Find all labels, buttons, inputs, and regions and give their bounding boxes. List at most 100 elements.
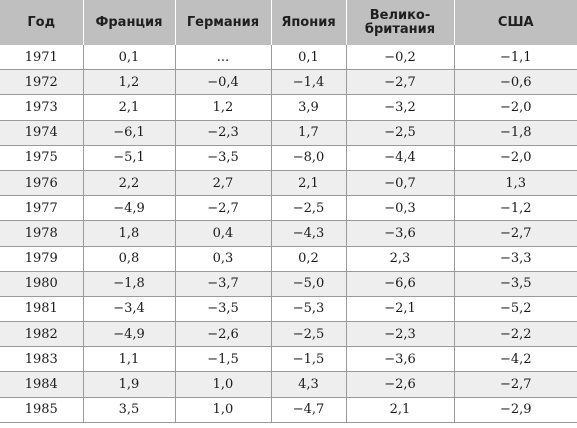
- header-usa: США: [453, 0, 577, 45]
- cell-france: 1,2: [82, 69, 175, 96]
- header-japan-label: Япония: [281, 14, 336, 30]
- cell-japan: −2,5: [270, 321, 346, 348]
- cell-japan: 0,1: [270, 45, 346, 71]
- cell-year: 1973: [0, 94, 83, 121]
- table-row: 1971 0,1... 0,1 −0,2 −1,1: [0, 45, 577, 71]
- cell-france: −1,8: [82, 271, 175, 297]
- cell-japan: −2,5: [270, 195, 346, 222]
- cell-usa: −2,2: [453, 321, 577, 348]
- cell-usa: 1,3: [453, 170, 577, 197]
- cell-germany: −3,7: [174, 271, 271, 297]
- table-header: Год Франция Германия Япония Велико- брит…: [0, 0, 577, 45]
- cell-usa: −1,1: [453, 45, 577, 71]
- header-germany: Германия: [174, 0, 271, 45]
- table-row: 1983 1,1 −1,5 −1,5 −3,6 −4,2: [0, 346, 577, 373]
- cell-year: 1971: [0, 45, 83, 71]
- header-uk: Велико- британия: [345, 0, 454, 45]
- cell-germany: −3,5: [174, 296, 271, 323]
- cell-france: 1,8: [82, 220, 175, 247]
- cell-germany: −1,5: [174, 346, 271, 373]
- header-france-label: Франция: [95, 14, 163, 30]
- cell-japan: 0,2: [270, 246, 346, 272]
- table-row: 1984 1,9 1,0 4,3 −2,6 −2,7: [0, 371, 577, 398]
- cell-japan: 4,3: [270, 371, 346, 398]
- cell-germany: 1,2: [174, 94, 271, 121]
- cell-uk: −2,5: [345, 120, 454, 146]
- cell-japan: 1,7: [270, 120, 346, 146]
- cell-france: 0,1: [82, 45, 175, 71]
- cell-uk: −3,6: [345, 220, 454, 247]
- cell-uk: 2,1: [345, 397, 454, 423]
- header-germany-label: Германия: [186, 14, 260, 30]
- cell-uk: 2,3: [345, 246, 454, 272]
- cell-uk: −2,1: [345, 296, 454, 323]
- table-row: 1977 −4,9 −2,7 −2,5 −0,3 −1,2: [0, 195, 577, 222]
- cell-year: 1985: [0, 397, 83, 423]
- cell-year: 1979: [0, 246, 83, 272]
- cell-germany: −3,5: [174, 145, 271, 171]
- cell-year: 1980: [0, 271, 83, 297]
- cell-usa: −1,8: [453, 120, 577, 146]
- table-row: 1975 −5,1 −3,5 −8,0 −4,4 −2,0: [0, 145, 577, 171]
- cell-uk: −3,6: [345, 346, 454, 373]
- cell-usa: −1,2: [453, 195, 577, 222]
- cell-usa: −4,2: [453, 346, 577, 373]
- cell-japan: −5,0: [270, 271, 346, 297]
- cell-uk: −2,3: [345, 321, 454, 348]
- cell-france: −3,4: [82, 296, 175, 323]
- cell-uk: −3,2: [345, 94, 454, 121]
- header-uk-label: Велико- британия: [364, 7, 436, 37]
- cell-france: 1,1: [82, 346, 175, 373]
- cell-year: 1978: [0, 220, 83, 247]
- cell-germany: −2,7: [174, 195, 271, 222]
- cell-usa: −2,0: [453, 145, 577, 171]
- cell-uk: −0,3: [345, 195, 454, 222]
- cell-germany: −2,6: [174, 321, 271, 348]
- cell-year: 1974: [0, 120, 83, 146]
- cell-france: 1,9: [82, 371, 175, 398]
- cell-japan: 3,9: [270, 94, 346, 121]
- cell-year: 1976: [0, 170, 83, 197]
- cell-year: 1984: [0, 371, 83, 398]
- header-row: Год Франция Германия Япония Велико- брит…: [0, 0, 577, 45]
- cell-usa: −2,7: [453, 220, 577, 247]
- cell-france: 2,2: [82, 170, 175, 197]
- cell-japan: −4,3: [270, 220, 346, 247]
- table-row: 1978 1,8 0,4 −4,3 −3,6 −2,7: [0, 220, 577, 247]
- cell-germany: −0,4: [174, 69, 271, 96]
- cell-year: 1977: [0, 195, 83, 222]
- cell-japan: −4,7: [270, 397, 346, 423]
- cell-year: 1983: [0, 346, 83, 373]
- cell-uk: −2,6: [345, 371, 454, 398]
- cell-japan: −8,0: [270, 145, 346, 171]
- header-japan: Япония: [270, 0, 346, 45]
- cell-france: −4,9: [82, 321, 175, 348]
- cell-japan: −1,5: [270, 346, 346, 373]
- cell-france: −6,1: [82, 120, 175, 146]
- cell-usa: −2,0: [453, 94, 577, 121]
- cell-year: 1975: [0, 145, 83, 171]
- cell-usa: −5,2: [453, 296, 577, 323]
- cell-japan: 2,1: [270, 170, 346, 197]
- table-row: 1974 −6,1 −2,3 1,7 −2,5 −1,8: [0, 120, 577, 146]
- table-body: 1971 0,1... 0,1 −0,2 −1,1 1972 1,2 −0,4 −1,4 −2,7…: [0, 45, 577, 423]
- cell-japan: −5,3: [270, 296, 346, 323]
- cell-usa: −2,9: [453, 397, 577, 423]
- cell-germany: 0,4: [174, 220, 271, 247]
- cell-germany: ...: [174, 45, 271, 71]
- cell-germany: 0,3: [174, 246, 271, 272]
- table-row: 1985 3,5 1,0 −4,7 2,1 −2,9: [0, 397, 577, 423]
- cell-france: −5,1: [82, 145, 175, 171]
- cell-usa: −2,7: [453, 371, 577, 398]
- table-row: 1973 2,1 1,2 3,9 −3,2 −2,0: [0, 94, 577, 121]
- cell-year: 1981: [0, 296, 83, 323]
- cell-uk: −6,6: [345, 271, 454, 297]
- cell-france: 2,1: [82, 94, 175, 121]
- table-row: 1972 1,2 −0,4 −1,4 −2,7 −0,6: [0, 69, 577, 96]
- table-row: 1982 −4,9 −2,6 −2,5 −2,3 −2,2: [0, 321, 577, 348]
- cell-usa: −3,5: [453, 271, 577, 297]
- cell-japan: −1,4: [270, 69, 346, 96]
- header-year-label: Год: [27, 14, 56, 30]
- header-usa-label: США: [497, 14, 534, 30]
